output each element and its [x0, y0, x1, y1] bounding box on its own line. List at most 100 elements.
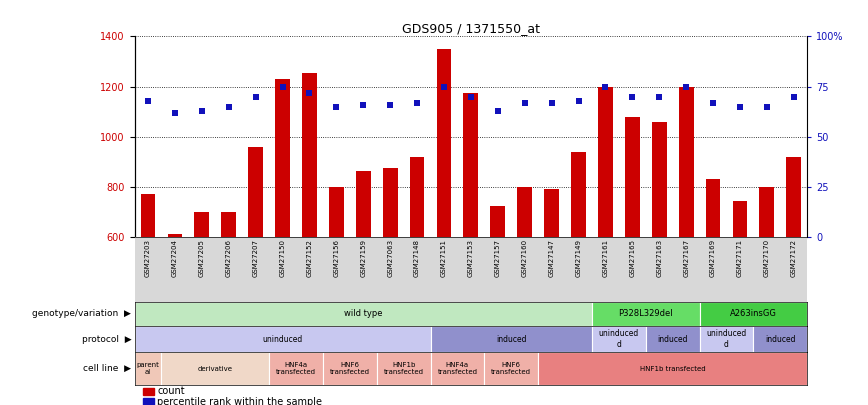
Text: GSM27203: GSM27203 — [145, 239, 151, 277]
Point — [437, 83, 451, 90]
Bar — [733, 201, 747, 237]
Text: GSM27170: GSM27170 — [764, 239, 770, 277]
Point — [625, 93, 639, 100]
Point — [653, 93, 667, 100]
Point — [572, 97, 586, 104]
Bar — [135, 326, 431, 352]
Text: wild type: wild type — [344, 309, 383, 318]
Text: induced: induced — [496, 335, 527, 344]
Text: GSM27147: GSM27147 — [549, 239, 555, 277]
Point — [733, 103, 746, 110]
Text: GSM27205: GSM27205 — [199, 239, 205, 277]
Text: GSM27165: GSM27165 — [629, 239, 635, 277]
Point — [276, 83, 290, 90]
Bar — [143, 398, 154, 405]
Text: GSM27161: GSM27161 — [602, 239, 608, 277]
Bar — [221, 212, 236, 237]
Text: HNF1b transfected: HNF1b transfected — [640, 366, 706, 371]
Bar — [161, 352, 269, 385]
Point — [411, 99, 424, 106]
Bar — [248, 147, 263, 237]
Text: GSM27167: GSM27167 — [683, 239, 689, 277]
Text: count: count — [157, 386, 185, 396]
Text: HNF6
transfected: HNF6 transfected — [491, 362, 531, 375]
Bar — [646, 326, 700, 352]
Text: GSM27152: GSM27152 — [306, 239, 312, 277]
Text: induced: induced — [765, 335, 796, 344]
Point — [357, 101, 371, 108]
Point — [384, 101, 398, 108]
Bar — [356, 171, 371, 237]
Text: uninduced
d: uninduced d — [707, 330, 746, 349]
Bar — [760, 187, 774, 237]
Point — [222, 103, 236, 110]
Text: GSM27153: GSM27153 — [468, 239, 474, 277]
Bar — [786, 157, 801, 237]
Bar — [753, 326, 807, 352]
Bar — [302, 73, 317, 237]
Point — [168, 109, 182, 116]
Bar — [168, 234, 182, 237]
Text: GSM27063: GSM27063 — [387, 239, 393, 277]
Text: GSM27206: GSM27206 — [226, 239, 232, 277]
Bar — [484, 352, 538, 385]
Bar — [194, 212, 209, 237]
Text: GSM27156: GSM27156 — [333, 239, 339, 277]
Text: GSM27207: GSM27207 — [253, 239, 259, 277]
Point — [330, 103, 344, 110]
Bar — [141, 194, 155, 237]
Point — [141, 97, 155, 104]
Text: GSM27172: GSM27172 — [791, 239, 797, 277]
Bar — [275, 79, 290, 237]
Text: cell line  ▶: cell line ▶ — [83, 364, 131, 373]
Bar — [592, 302, 700, 326]
Text: GSM27204: GSM27204 — [172, 239, 178, 277]
Bar — [135, 352, 161, 385]
Bar — [437, 49, 451, 237]
Point — [302, 90, 316, 96]
Bar — [598, 87, 613, 237]
Bar — [135, 302, 592, 326]
Point — [599, 83, 613, 90]
Text: GSM27151: GSM27151 — [441, 239, 447, 277]
Bar — [679, 87, 694, 237]
Text: uninduced: uninduced — [262, 335, 303, 344]
Bar — [323, 352, 377, 385]
Point — [680, 83, 694, 90]
Text: uninduced
d: uninduced d — [599, 330, 639, 349]
Text: HNF4a
transfected: HNF4a transfected — [437, 362, 477, 375]
Text: protocol  ▶: protocol ▶ — [82, 335, 131, 344]
Bar — [464, 93, 478, 237]
Point — [194, 107, 209, 114]
Text: GSM27157: GSM27157 — [495, 239, 501, 277]
Text: genotype/variation  ▶: genotype/variation ▶ — [32, 309, 131, 318]
Bar — [329, 187, 344, 237]
Bar — [517, 187, 532, 237]
Text: GSM27171: GSM27171 — [737, 239, 743, 277]
Bar — [652, 122, 667, 237]
Point — [760, 103, 774, 110]
Text: induced: induced — [657, 335, 688, 344]
Bar — [592, 326, 646, 352]
Title: GDS905 / 1371550_at: GDS905 / 1371550_at — [402, 22, 540, 35]
Bar — [431, 352, 484, 385]
Point — [787, 93, 801, 100]
Point — [545, 99, 559, 106]
Text: HNF4a
transfected: HNF4a transfected — [276, 362, 316, 375]
Text: HNF6
transfected: HNF6 transfected — [330, 362, 370, 375]
Bar — [706, 179, 720, 237]
Point — [517, 99, 531, 106]
Text: percentile rank within the sample: percentile rank within the sample — [157, 396, 322, 405]
Point — [707, 99, 720, 106]
Point — [491, 107, 505, 114]
Text: GSM27149: GSM27149 — [575, 239, 582, 277]
Text: HNF1b
transfected: HNF1b transfected — [384, 362, 424, 375]
Text: GSM27159: GSM27159 — [360, 239, 366, 277]
Bar — [700, 302, 807, 326]
Bar — [431, 326, 592, 352]
Text: P328L329del: P328L329del — [619, 309, 673, 318]
Bar — [383, 168, 398, 237]
Text: GSM27148: GSM27148 — [414, 239, 420, 277]
Bar — [544, 189, 559, 237]
Point — [464, 93, 477, 100]
